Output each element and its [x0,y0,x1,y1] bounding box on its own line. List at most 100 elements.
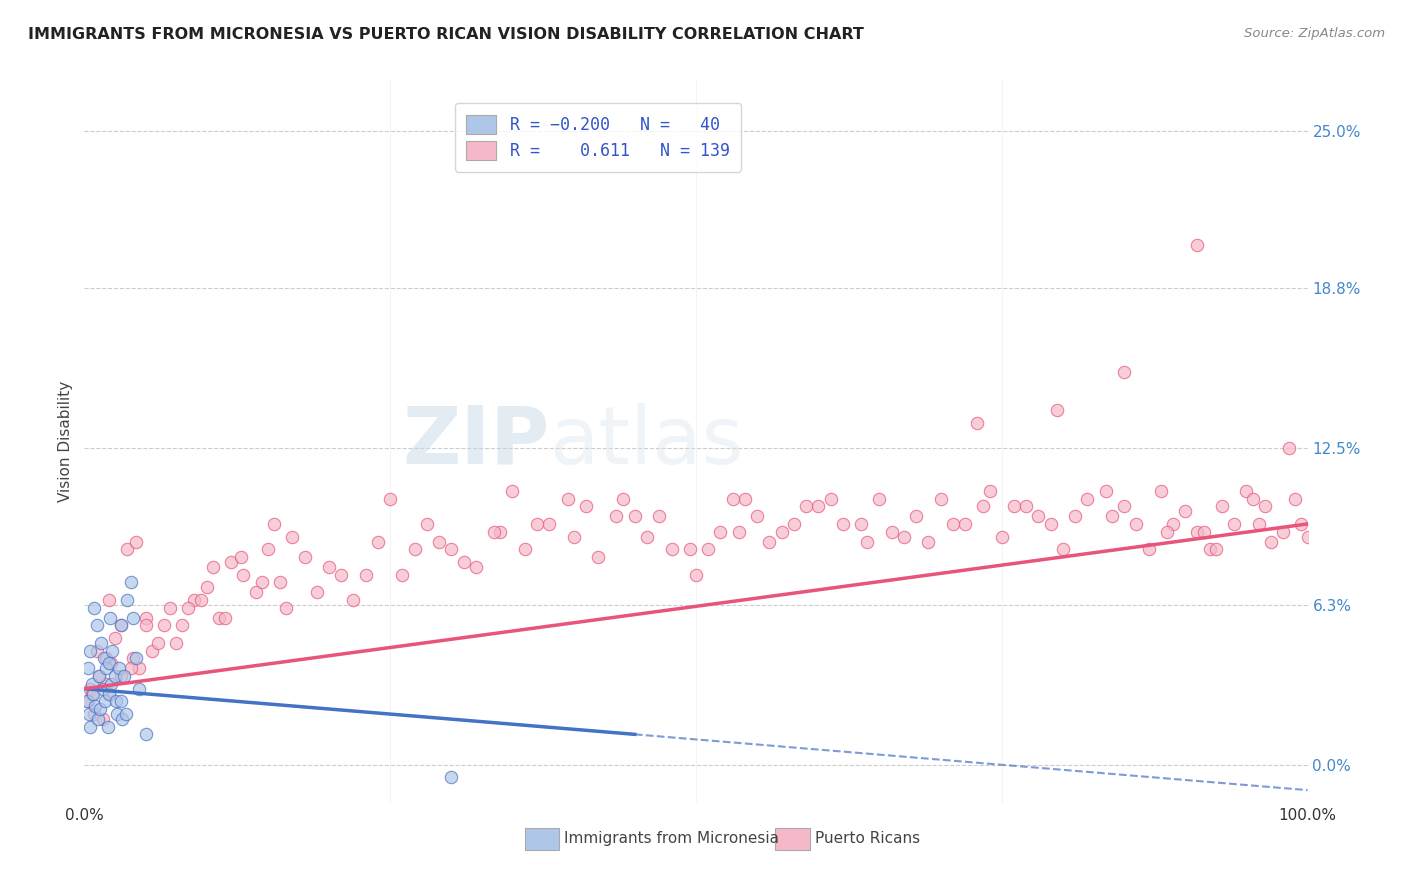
Y-axis label: Vision Disability: Vision Disability [58,381,73,502]
Point [153,618,176,632]
Point [86,618,108,632]
Point [294,549,316,564]
Point [120,661,142,675]
Point [100,676,122,690]
Point [1205,542,1227,557]
Point [482,524,505,539]
Point [502,483,524,498]
Point [128,681,150,696]
Point [135,611,157,625]
Point [416,516,439,531]
Point [135,727,157,741]
Point [79,720,101,734]
FancyBboxPatch shape [776,828,810,850]
Point [87,669,110,683]
Point [165,636,187,650]
Point [120,575,142,590]
Point [342,593,364,607]
Point [97,687,120,701]
Point [636,530,658,544]
Point [1114,365,1136,379]
Point [1076,491,1098,506]
Point [82,687,104,701]
Point [1211,499,1233,513]
Point [330,567,353,582]
Point [276,600,298,615]
Point [125,534,148,549]
Point [758,534,780,549]
Point [697,542,720,557]
Point [367,534,389,549]
Point [83,707,105,722]
Point [245,585,267,599]
Point [122,611,145,625]
Point [783,516,806,531]
Point [135,618,157,632]
Point [94,694,117,708]
Point [1150,483,1173,498]
Text: ZIP: ZIP [402,402,550,481]
Point [177,600,200,615]
Point [856,534,879,549]
Text: Source: ZipAtlas.com: Source: ZipAtlas.com [1244,27,1385,40]
Point [453,555,475,569]
Point [1254,499,1277,513]
Point [146,636,169,650]
Point [1064,509,1087,524]
Point [953,516,976,531]
Point [1002,499,1025,513]
Point [1247,516,1270,531]
Point [1260,534,1282,549]
Point [250,575,273,590]
Point [807,499,830,513]
Point [1156,524,1178,539]
Point [107,661,129,675]
Point [526,516,548,531]
Point [942,516,965,531]
Point [91,712,114,726]
Point [612,491,634,506]
Point [79,681,101,696]
Point [820,491,842,506]
Point [1187,238,1209,252]
Point [87,669,110,683]
Point [1028,509,1050,524]
Point [195,580,218,594]
Point [232,567,254,582]
Point [979,483,1001,498]
Text: Immigrants from Micronesia: Immigrants from Micronesia [564,831,779,847]
FancyBboxPatch shape [524,828,560,850]
Point [538,516,561,531]
Point [97,687,120,701]
Point [605,509,627,524]
Point [557,491,579,506]
Point [1187,524,1209,539]
Text: IMMIGRANTS FROM MICRONESIA VS PUERTO RICAN VISION DISABILITY CORRELATION CHART: IMMIGRANTS FROM MICRONESIA VS PUERTO RIC… [28,27,865,42]
Point [734,491,756,506]
Point [219,555,242,569]
Point [1223,516,1246,531]
Point [794,499,817,513]
Point [93,651,115,665]
Point [562,530,585,544]
Point [97,593,120,607]
Point [105,707,128,722]
Point [318,560,340,574]
Point [115,593,138,607]
Point [87,712,110,726]
Point [1236,483,1258,498]
Point [849,516,872,531]
Legend: R = −0.200   N =   40, R =    0.611   N = 139: R = −0.200 N = 40, R = 0.611 N = 139 [454,103,741,171]
Point [208,611,231,625]
Text: Puerto Ricans: Puerto Ricans [814,831,920,847]
Point [172,618,194,632]
Point [214,611,236,625]
Point [1272,524,1295,539]
Point [1192,524,1215,539]
Point [122,651,145,665]
Point [96,651,118,665]
Point [84,699,107,714]
Point [89,702,111,716]
Point [110,669,132,683]
Point [97,720,120,734]
